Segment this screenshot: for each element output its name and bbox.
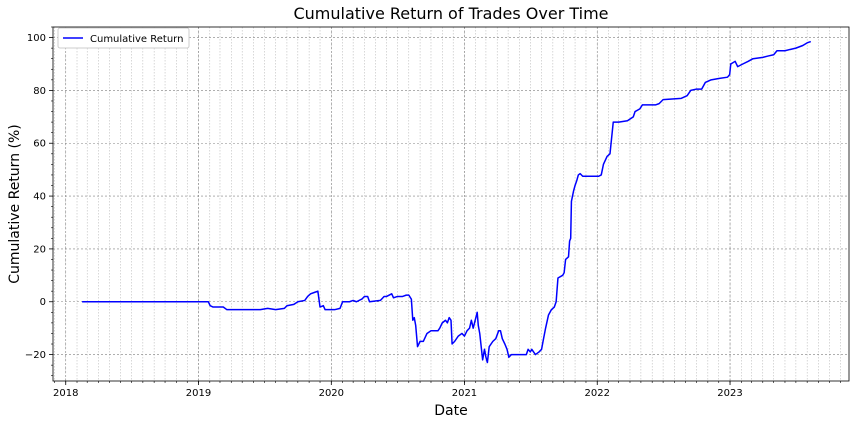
legend-box	[57, 27, 190, 49]
x-tick-label: 2023	[717, 388, 742, 399]
y-tick-label: −20	[25, 350, 46, 361]
legend-label: Cumulative Return	[90, 34, 183, 45]
y-axis-ticks: −20 0 20 40 60 80 100	[25, 26, 53, 377]
y-tick-label: 40	[33, 192, 46, 203]
y-axis-label: Cumulative Return (%)	[7, 124, 23, 284]
x-tick-label: 2021	[452, 388, 477, 399]
x-tick-label: 2020	[319, 388, 344, 399]
chart-title: Cumulative Return of Trades Over Time	[293, 4, 608, 23]
x-axis-label: Date	[434, 403, 467, 419]
y-tick-label: 80	[33, 86, 46, 97]
cumulative-return-line	[82, 40, 812, 364]
y-tick-label: 20	[33, 244, 46, 255]
y-tick-label: 100	[27, 33, 46, 44]
x-tick-label: 2019	[186, 388, 211, 399]
legend: Cumulative Return	[57, 27, 190, 49]
y-tick-label: 0	[40, 297, 46, 308]
x-tick-label: 2018	[53, 388, 78, 399]
plot-frame	[52, 26, 850, 382]
y-tick-label: 60	[33, 139, 46, 150]
x-tick-label: 2022	[585, 388, 610, 399]
x-axis-ticks: 2018 2019 2020 2021 2022 2023	[53, 381, 841, 399]
